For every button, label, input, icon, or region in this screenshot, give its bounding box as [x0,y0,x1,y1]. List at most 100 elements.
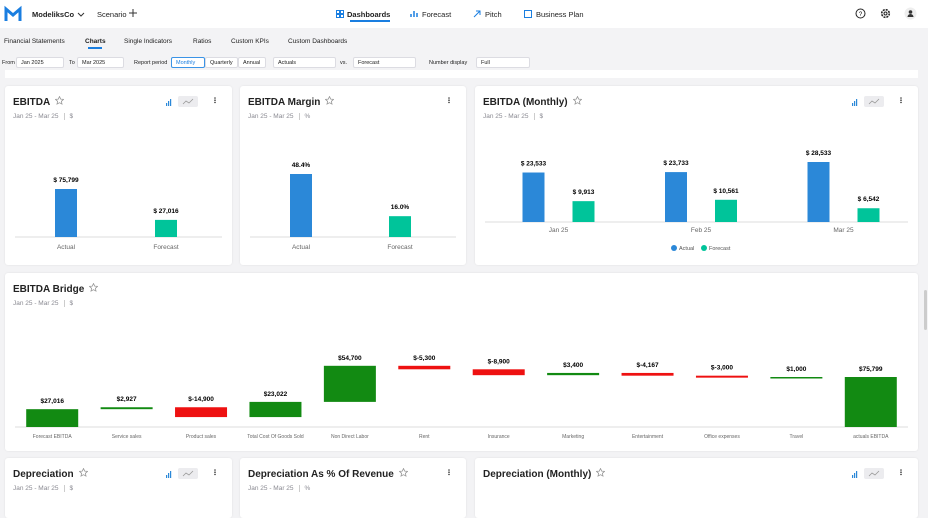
menu-dot [214,471,216,473]
chevron[interactable] [77,10,85,18]
help-icon[interactable]: ? [855,8,866,19]
top-bar: ModeliksCo Scenario Dashboards Forecast … [0,0,928,28]
icon-box [178,96,198,107]
star-shape [324,95,335,105]
icon-bar [856,99,858,106]
waterfall-bar [844,377,897,427]
legend-label: Forecast [709,246,731,252]
star-shape [88,282,99,292]
value-label: $-14,900 [188,396,214,403]
value-label: 48.4% [292,162,311,169]
card-subtitle: Jan 25 - Mar 25% [248,113,311,120]
card-canvas [166,468,216,479]
avatar[interactable] [904,7,917,20]
tab-underline [88,47,102,49]
x-tick-label: Jan 25 [549,227,569,234]
star-icon[interactable] [54,95,65,105]
scenario[interactable]: Scenario [97,10,127,19]
period-option[interactable]: Monthly [171,57,205,68]
icon-bar [166,475,168,478]
card: Depreciation Jan 25 - Mar 25 $ [5,458,232,518]
chart-type-icons [166,96,198,107]
card-title: Depreciation [13,467,89,480]
legend-label: Actual [679,246,694,252]
nav-item[interactable]: Forecast [422,10,452,19]
period-option[interactable]: Quarterly [205,57,238,68]
tab[interactable]: Single Indicators [124,38,173,45]
tab[interactable]: Custom KPIs [231,38,269,45]
nav-icon [410,11,418,17]
card: Jan 25 Feb 25 Mar 25 $ 23,533 $ 23,733 $ 28,5… [475,86,918,265]
bar [807,162,830,222]
star-icon[interactable] [572,95,583,105]
star-shape [595,467,606,477]
menu-dot [448,469,450,471]
card-subtitle: Jan 25 - Mar 25% [248,485,311,492]
card: $27,016 Forecast EBITDA $2,927 Service sale… [5,273,918,451]
icon-box [178,468,198,479]
bar [857,208,880,222]
card-subtitle: Jan 25 - Mar 25 $ [13,113,74,120]
nav-item[interactable]: Business Plan [536,10,584,19]
tab[interactable]: Financial Statements [4,38,65,45]
x-tick-label: Entertainment [632,434,664,440]
card-canvas: $ 75,799 Actual $ 27,016 Forecast [15,96,222,251]
menu-dot [900,99,902,101]
tab[interactable]: Ratios [193,38,212,45]
value-label: $-8,900 [488,358,510,365]
star-shape [572,95,583,105]
card-title: EBITDA (Monthly) [483,95,583,108]
menu-dot [214,97,216,99]
star-shape [398,467,409,477]
card: $ 75,799 Actual $ 27,016 Forecast EBITDA Jan … [5,86,232,265]
unit: $ [63,113,74,120]
brand[interactable]: ModeliksCo [32,10,75,19]
waterfall-bar [547,372,600,376]
nav-item[interactable]: Pitch [485,10,502,19]
menu-dot [214,473,216,476]
nav-icon [473,10,481,18]
star-icon[interactable] [88,282,99,292]
dropdown[interactable]: Actuals [273,57,336,68]
date-range: Jan 25 - Mar 25 [248,485,294,492]
date-range: Jan 25 - Mar 25 [13,485,59,492]
card: 48.4% Actual 16.0% Forecast EBITDA Margin Jan… [240,86,466,265]
x-tick-label: Product sales [186,434,217,440]
dropdown[interactable]: Forecast [353,57,416,68]
star-icon[interactable] [595,467,606,477]
bar [389,216,411,237]
star-icon[interactable] [398,467,409,477]
nav-item[interactable]: Dashboards [347,10,391,19]
star-icon[interactable] [324,95,335,105]
x-tick-label: Mar 25 [833,227,854,234]
period-option[interactable]: Annual [238,57,266,68]
settings-icon[interactable] [880,8,891,19]
icon-bar [170,99,172,106]
menu-dot [900,471,902,473]
tab[interactable]: Custom Dashboards [288,38,348,45]
menu-dot [900,469,902,471]
value-label: $3,400 [563,362,583,369]
value-label: $-4,167 [637,362,659,369]
card-title: Depreciation (Monthly) [483,467,606,480]
waterfall-bar [323,365,376,402]
card-canvas: 48.4% Actual 16.0% Forecast [250,97,456,251]
card-subtitle: Jan 25 - Mar 25 $ [13,300,74,307]
value-label: $ 27,016 [153,208,179,215]
icon-bar [852,475,854,478]
star-shape [78,467,89,477]
tab[interactable]: Charts [85,38,106,45]
date-input[interactable]: Mar 2025 [77,57,124,68]
x-tick-label: Forecast EBITDA [33,434,73,440]
icon-line [868,98,880,105]
scrollbar[interactable] [924,290,927,330]
menu-dot [214,99,216,101]
card-edge [5,70,918,78]
star-icon[interactable] [78,467,89,477]
value-label: $ 75,799 [53,177,79,184]
icon-bar [852,103,854,106]
dropdown[interactable]: Full [476,57,530,68]
add-scenario[interactable] [129,9,137,17]
icon-line [868,470,880,477]
date-input[interactable]: Jan 2025 [16,57,64,68]
